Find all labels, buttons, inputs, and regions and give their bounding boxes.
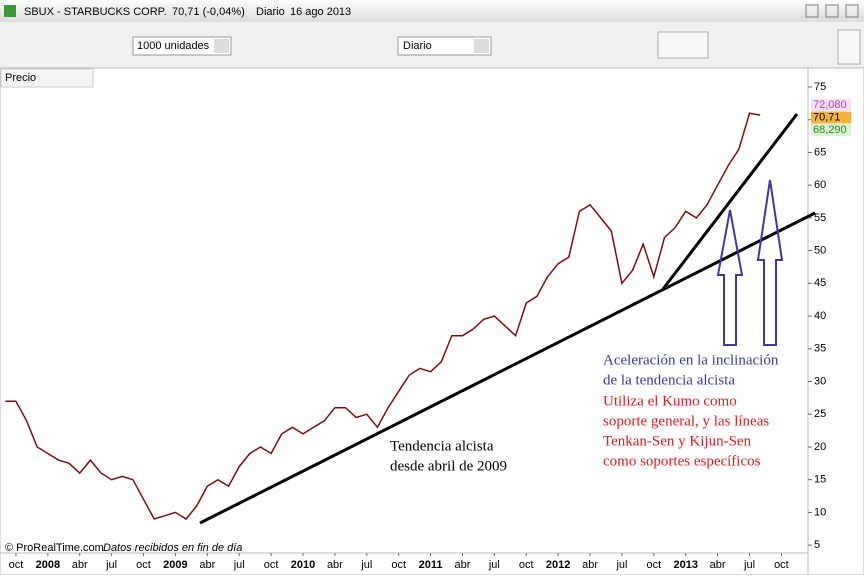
x-tick-label: 2012	[546, 559, 570, 571]
x-tick-label: oct	[9, 559, 24, 571]
y-tick-label: 55	[814, 212, 826, 224]
window-title: SBUX - STARBUCKS CORP.	[24, 6, 167, 18]
y-tick-label: 60	[814, 179, 826, 191]
y-tick-label: 65	[814, 146, 826, 158]
annotation: como soportes específicos	[603, 453, 761, 469]
price-tag	[811, 99, 851, 111]
y-tick-label: 50	[814, 245, 826, 257]
y-tick-label: 20	[814, 441, 826, 453]
y-tick-label: 25	[814, 408, 826, 420]
x-tick-label: oct	[519, 559, 534, 571]
dropdown-arrow[interactable]	[214, 39, 229, 53]
y-tick-label: 40	[814, 310, 826, 322]
x-tick-label: 2008	[36, 559, 60, 571]
x-tick-label: jul	[360, 559, 372, 571]
x-tick-label: oct	[264, 559, 279, 571]
trend-line	[661, 113, 799, 290]
y-tick-label: 75	[814, 81, 826, 93]
x-tick-label: oct	[391, 559, 406, 571]
data-note: Datos recibidos en fin de día	[103, 542, 242, 554]
annotation: Utiliza el Kumo como	[603, 393, 737, 409]
y-tick-label: 35	[814, 343, 826, 355]
x-tick-label: oct	[646, 559, 661, 571]
maximize-button[interactable]	[825, 4, 839, 18]
x-tick-label: abr	[710, 559, 726, 571]
annotation: desde abril de 2009	[390, 458, 507, 474]
y-tick-label: 15	[814, 474, 826, 486]
plot-area	[0, 67, 809, 554]
price-axis	[807, 67, 864, 576]
window-date: 16 ago 2013	[290, 6, 351, 18]
units-dropdown[interactable]	[132, 36, 232, 56]
x-tick-label: jul	[105, 559, 117, 571]
trend-line	[199, 211, 816, 525]
panel-header	[0, 68, 94, 88]
x-tick-label: 2011	[419, 559, 443, 571]
x-tick-label: jul	[233, 559, 245, 571]
copyright: © ProRealTime.com	[5, 542, 104, 554]
period-dropdown[interactable]	[397, 36, 492, 56]
annotation: Tendencia alcista	[390, 438, 494, 454]
price-tag	[811, 111, 851, 124]
x-tick-label: abr	[455, 559, 471, 571]
y-tick-label: 30	[814, 375, 826, 387]
units-value: 1000 unidades	[137, 40, 210, 52]
minimize-button[interactable]	[805, 4, 819, 18]
app-icon	[4, 5, 16, 17]
x-tick-label: abr	[72, 559, 88, 571]
annotation: Tenkan-Sen y Kijun-Sen	[603, 433, 752, 449]
x-tick-label: abr	[327, 559, 343, 571]
x-tick-label: abr	[199, 559, 215, 571]
annotation: Aceleración en la inclinación	[603, 352, 779, 368]
price-tag-label: 70,71	[813, 111, 841, 123]
window-quote: 70,71 (-0,04%)	[172, 6, 245, 18]
price-tag	[811, 124, 851, 136]
window-period: Diario	[256, 6, 285, 18]
indicator-button[interactable]	[657, 31, 709, 59]
x-tick-label: 2010	[291, 559, 315, 571]
x-tick-label: jul	[743, 559, 755, 571]
x-tick-label: abr	[582, 559, 598, 571]
y-tick-label: 45	[814, 277, 826, 289]
x-tick-label: jul	[615, 559, 627, 571]
side-button[interactable]	[837, 29, 861, 65]
x-tick-label: oct	[774, 559, 789, 571]
y-tick-label: 10	[814, 506, 826, 518]
x-tick-label: 2013	[673, 559, 697, 571]
close-button[interactable]	[845, 4, 859, 18]
price-tag-label: 68,290	[813, 124, 847, 136]
period-value: Diario	[403, 40, 432, 52]
price-tag-label: 72,080	[813, 99, 847, 111]
x-tick-label: 2009	[163, 559, 187, 571]
price-line	[5, 112, 761, 520]
title-bar	[0, 0, 864, 22]
x-tick-label: jul	[488, 559, 500, 571]
window-controls[interactable]	[805, 4, 859, 18]
arrow	[756, 179, 784, 346]
dropdown-arrow[interactable]	[474, 39, 489, 53]
panel-label: Precio	[5, 72, 36, 84]
annotation: soporte general, y las líneas	[603, 413, 769, 429]
annotation: de la tendencia alcista	[603, 372, 735, 388]
x-tick-label: oct	[136, 559, 151, 571]
y-tick-label: 5	[814, 539, 820, 551]
arrow	[716, 209, 744, 346]
